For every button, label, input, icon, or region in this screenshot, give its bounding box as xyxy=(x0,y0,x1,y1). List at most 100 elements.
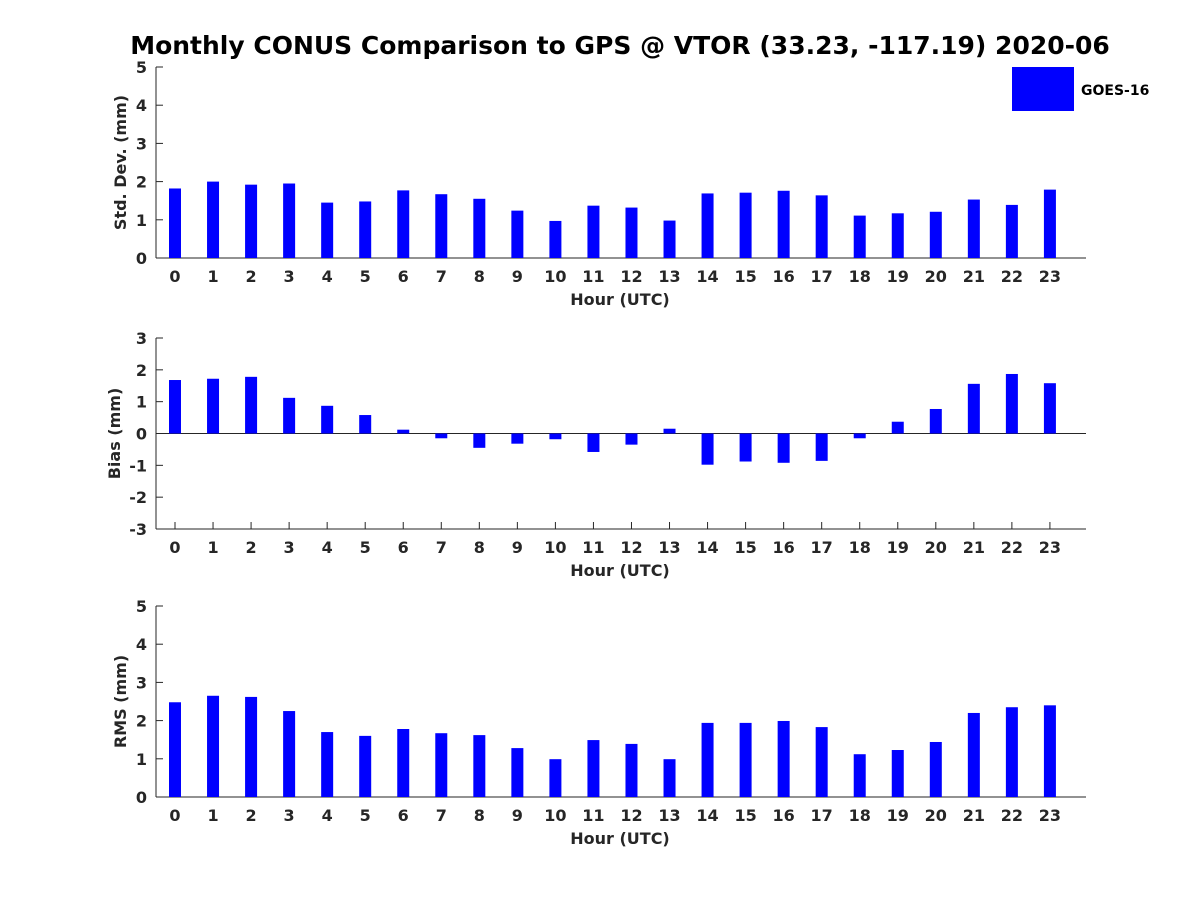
rms-bar xyxy=(207,695,220,797)
rms-bar xyxy=(929,741,942,797)
bias-bar xyxy=(929,408,942,434)
rms-bar xyxy=(587,740,600,797)
rms-x-tick-label: 0 xyxy=(169,806,180,825)
rms-x-tick-label: 4 xyxy=(322,806,333,825)
rms-y-tick-label: 3 xyxy=(136,673,147,692)
std-dev-bar xyxy=(967,199,980,258)
rms-x-tick-label: 18 xyxy=(849,806,871,825)
std-dev-x-tick-label: 1 xyxy=(207,267,218,286)
bias-x-tick-label: 2 xyxy=(246,538,257,557)
std-dev-bar xyxy=(587,205,600,258)
bias-x-tick-label: 13 xyxy=(658,538,680,557)
bias-x-tick-label: 12 xyxy=(620,538,642,557)
rms-y-tick-label: 0 xyxy=(136,788,147,807)
std-dev-x-tick-label: 3 xyxy=(284,267,295,286)
bias-x-tick-label: 23 xyxy=(1039,538,1061,557)
rms-bar xyxy=(1043,705,1056,797)
bias-x-tick-label: 10 xyxy=(544,538,566,557)
rms-y-tick-label: 5 xyxy=(136,597,147,616)
bias-bar xyxy=(853,433,866,439)
bias-bar xyxy=(701,433,714,465)
std-dev-x-tick-label: 18 xyxy=(849,267,871,286)
rms-bar xyxy=(1005,707,1018,797)
std-dev-bar xyxy=(511,210,524,258)
std-dev-bar xyxy=(815,195,828,258)
bias-bar xyxy=(473,433,486,448)
rms-bar xyxy=(435,733,448,797)
rms-y-axis-label: RMS (mm) xyxy=(111,655,130,748)
bias-bar xyxy=(245,376,258,434)
rms-y-tick-label: 4 xyxy=(136,635,147,654)
rms-x-tick-label: 5 xyxy=(360,806,371,825)
bias-y-tick-label: 1 xyxy=(136,393,147,412)
rms-x-tick-label: 6 xyxy=(398,806,409,825)
rms-bar xyxy=(283,711,296,797)
rms-bar xyxy=(359,735,372,797)
bias-y-tick-label: 2 xyxy=(136,361,147,380)
rms-y-tick-label: 2 xyxy=(136,712,147,731)
rms-x-tick-label: 13 xyxy=(658,806,680,825)
std-dev-x-tick-label: 7 xyxy=(436,267,447,286)
std-dev-bar xyxy=(929,211,942,258)
legend-label: GOES-16 xyxy=(1081,83,1149,99)
std-dev-bar xyxy=(739,192,752,258)
rms-bar xyxy=(511,748,524,797)
std-dev-x-tick-label: 11 xyxy=(582,267,604,286)
rms-bar xyxy=(321,732,334,797)
std-dev-x-tick-label: 15 xyxy=(734,267,756,286)
std-dev-x-tick-label: 14 xyxy=(696,267,718,286)
bias-y-tick-label: -1 xyxy=(129,456,147,475)
bias-x-tick-label: 5 xyxy=(360,538,371,557)
std-dev-x-tick-label: 9 xyxy=(512,267,523,286)
bias-x-tick-label: 18 xyxy=(849,538,871,557)
bias-bar xyxy=(891,421,904,434)
rms-bar xyxy=(891,750,904,797)
rms-x-axis-label: Hour (UTC) xyxy=(570,829,670,848)
std-dev-x-tick-label: 13 xyxy=(658,267,680,286)
bias-x-tick-label: 11 xyxy=(582,538,604,557)
bias-bar xyxy=(359,415,372,434)
bias-x-tick-label: 9 xyxy=(512,538,523,557)
std-dev-bar xyxy=(549,220,562,258)
rms-x-tick-label: 17 xyxy=(811,806,833,825)
legend-swatch xyxy=(1012,67,1074,111)
rms-x-tick-label: 9 xyxy=(512,806,523,825)
bias-y-tick-label: 3 xyxy=(136,329,147,348)
std-dev-bar xyxy=(891,213,904,258)
bias-bar xyxy=(435,433,448,439)
bias-x-tick-label: 15 xyxy=(734,538,756,557)
bias-x-axis-label: Hour (UTC) xyxy=(570,561,670,580)
bias-x-tick-label: 16 xyxy=(773,538,795,557)
std-dev-y-tick-label: 5 xyxy=(136,58,147,77)
rms-x-tick-label: 11 xyxy=(582,806,604,825)
std-dev-bar xyxy=(169,188,181,258)
rms-bar xyxy=(473,735,486,797)
bias-bar xyxy=(663,428,676,434)
std-dev-x-tick-label: 10 xyxy=(544,267,566,286)
rms-bar xyxy=(549,759,562,797)
bias-bar xyxy=(283,397,296,434)
std-dev-y-tick-label: 0 xyxy=(136,249,147,268)
rms-x-tick-label: 19 xyxy=(887,806,909,825)
rms-bar xyxy=(815,727,828,797)
bias-x-tick-label: 20 xyxy=(925,538,947,557)
std-dev-bar xyxy=(777,190,790,258)
rms-bar xyxy=(853,754,866,797)
bias-x-tick-label: 19 xyxy=(887,538,909,557)
rms-bar xyxy=(169,702,181,797)
std-dev-x-tick-label: 5 xyxy=(360,267,371,286)
bias-bar xyxy=(1005,373,1018,434)
std-dev-y-tick-label: 1 xyxy=(136,211,147,230)
std-dev-bar xyxy=(207,181,220,258)
std-dev-bar xyxy=(245,184,258,258)
bias-bar xyxy=(777,433,790,463)
rms-x-tick-label: 10 xyxy=(544,806,566,825)
std-dev-bar xyxy=(397,190,410,258)
std-dev-bar xyxy=(853,215,866,258)
bias-bar xyxy=(397,429,410,434)
std-dev-bar xyxy=(701,193,714,258)
std-dev-bar xyxy=(283,183,296,258)
std-dev-bar xyxy=(1043,189,1056,258)
